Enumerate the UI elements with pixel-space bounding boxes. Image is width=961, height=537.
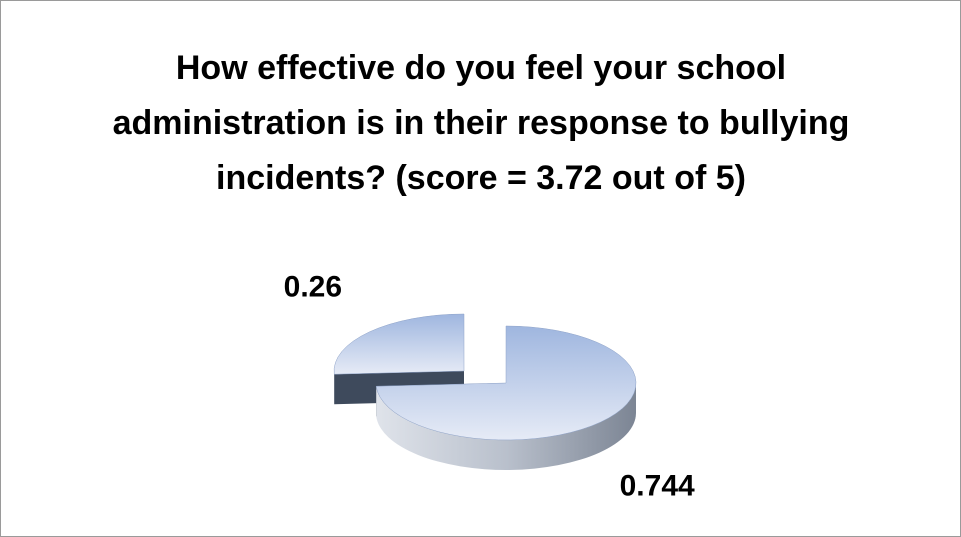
slice [375,325,637,441]
data-label: 0.26 [284,271,342,304]
data-label: 0.744 [620,469,695,502]
slice [333,313,465,375]
slice-side [376,383,636,470]
chart-title: How effective do you feel your school ad… [112,49,850,197]
